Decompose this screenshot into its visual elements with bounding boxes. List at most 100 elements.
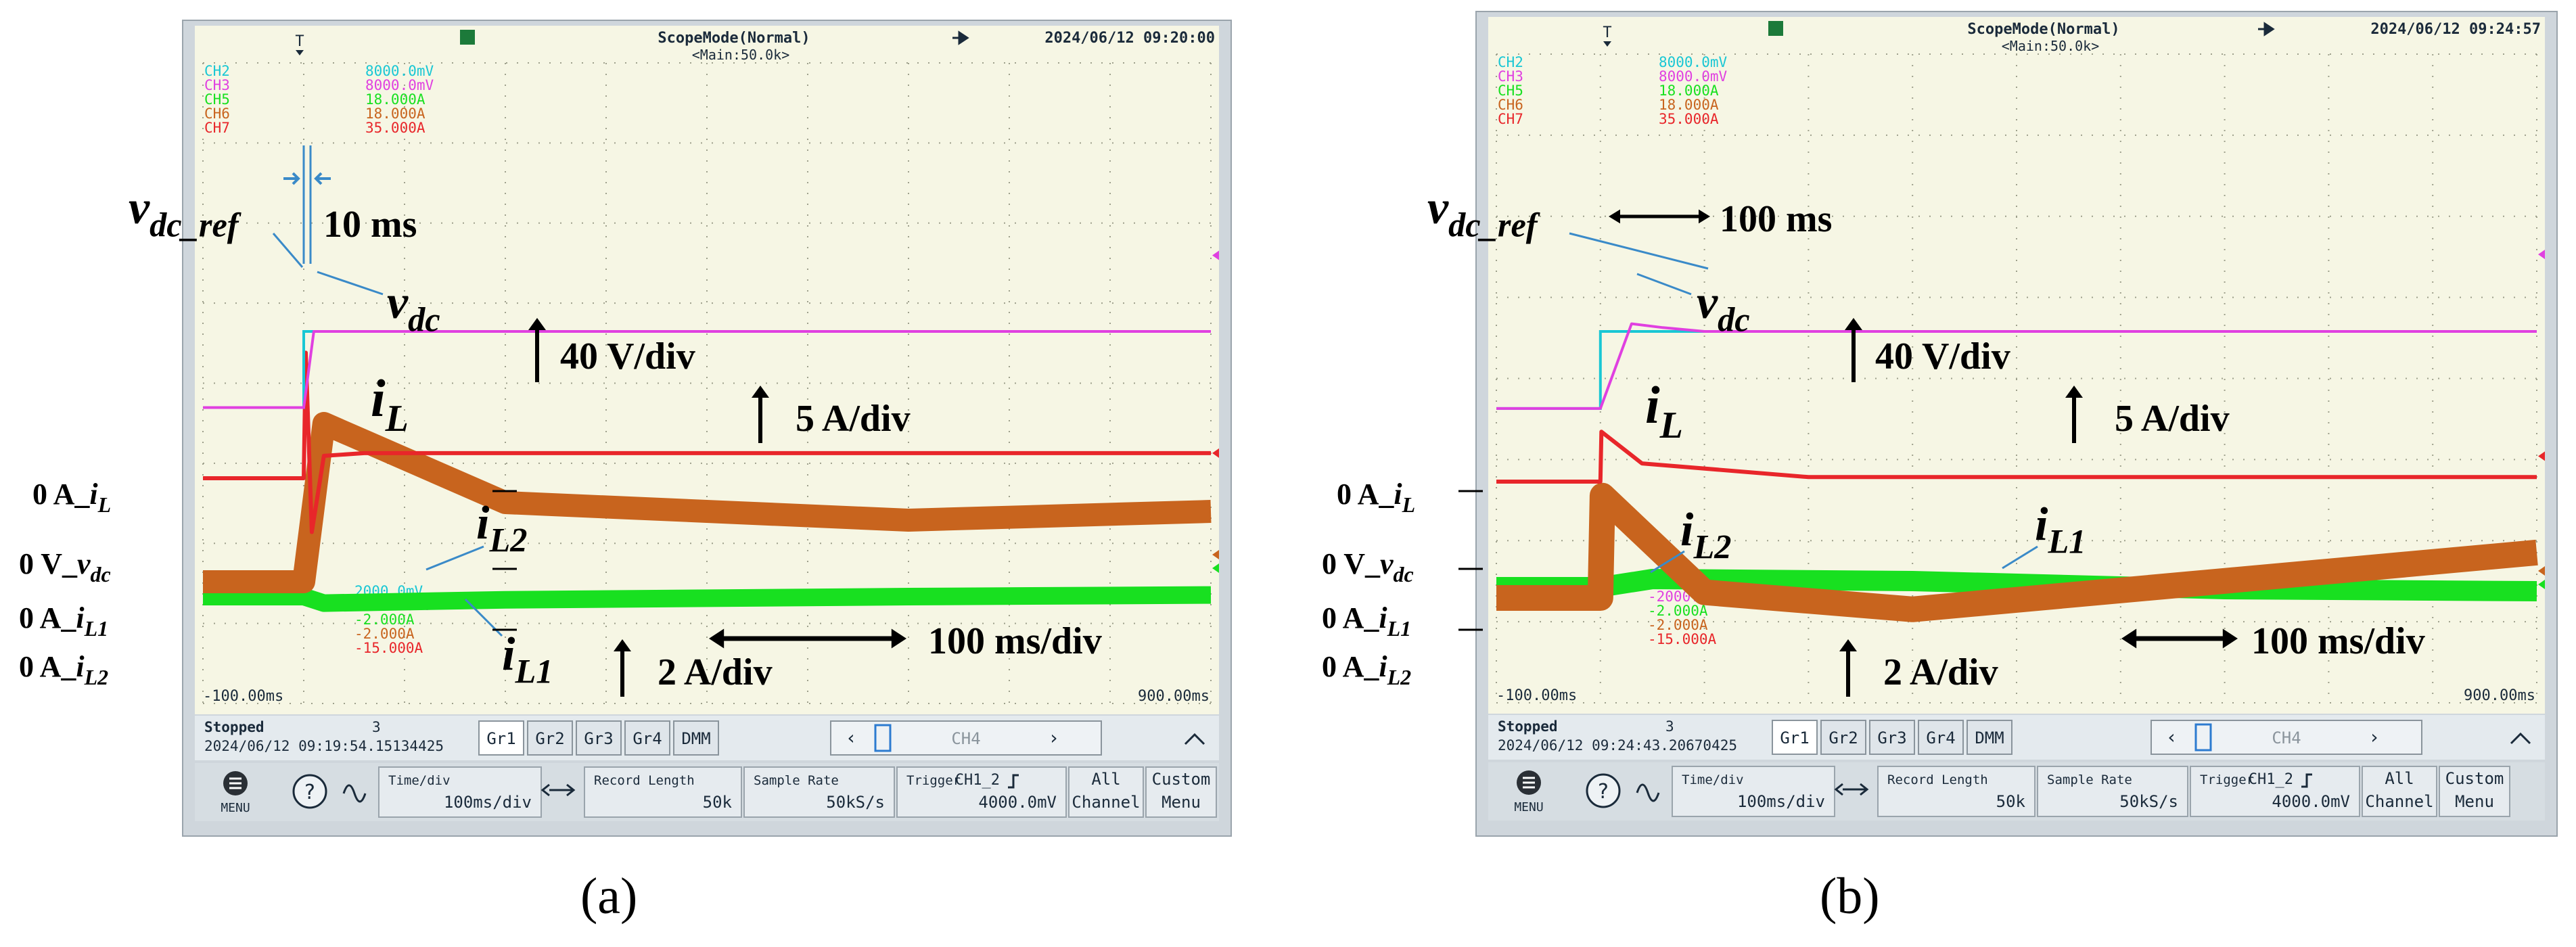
trigger-position-marker: T [1603,24,1612,47]
trigger-button[interactable] [896,766,1067,818]
channel-legend-name: CH3 [204,77,230,93]
time-div-button[interactable] [378,766,542,818]
group-tab-label[interactable]: Gr3 [584,729,613,748]
custom-menu-button[interactable] [2439,766,2510,817]
waveform-icon[interactable] [1636,783,1660,802]
trace-vdc [203,330,1211,409]
custom-menu-value[interactable]: Menu [2455,792,2494,811]
label-iL: iL [1645,375,1683,446]
group-tab-label[interactable]: Gr2 [535,729,564,748]
chevron-up-icon[interactable] [2510,732,2531,745]
sample-rate-button[interactable] [743,766,895,818]
all-channel-value[interactable]: Channel [1072,793,1140,812]
all-channel-button[interactable] [2362,766,2437,817]
channel-offset-value: -15.000A [1648,631,1717,647]
group-tab-gr3[interactable] [1869,720,1915,755]
subfigure-label-b: (b) [1820,868,1880,925]
arrow-100ms-div-right-head [891,628,906,649]
time-div-label[interactable]: Time/div [1682,772,1744,787]
record-length-value[interactable]: 50k [1996,792,2026,811]
chevron-up-icon[interactable] [1184,733,1205,745]
group-tab-label[interactable]: DMM [1975,729,2004,747]
record-length-label[interactable]: Record Length [1887,772,1988,787]
time-div-value[interactable]: 100ms/div [1737,792,1825,811]
chevron-left-icon[interactable]: ‹ [847,726,854,749]
channel-level-marker [2538,451,2545,461]
all-channel-button[interactable] [1068,766,1144,818]
sample-rate-label[interactable]: Sample Rate [754,773,839,788]
trigger-position-marker: T [295,33,304,55]
group-tab-gr4[interactable] [1918,720,1964,755]
trigger-source[interactable]: CH1_2 [955,772,1000,789]
channel-legend-scale: 18.000A [1659,97,1719,113]
group-tab-label[interactable]: Gr4 [632,729,662,748]
trigger-button[interactable] [2190,766,2360,817]
custom-menu-label[interactable]: Custom [2445,769,2504,788]
label-iL1-base: i [502,628,515,680]
sample-rate-value[interactable]: 50kS/s [2119,792,2178,811]
zero-label-iL2-prefix: 0 A_ [19,650,76,683]
channel-level-marker [1212,550,1219,559]
record-length-value[interactable]: 50k [703,793,733,812]
help-button[interactable] [1586,773,1621,808]
chevron-left-icon[interactable]: ‹ [2167,726,2175,748]
group-tab-label[interactable]: Gr1 [1780,729,1809,747]
time-div-label[interactable]: Time/div [388,773,451,788]
group-tab-dmm[interactable] [673,720,719,756]
group-tab-gr2[interactable] [1820,720,1866,755]
arrow-40v-div-head [1845,318,1862,330]
time-axis-end: 900.00ms [2464,687,2535,704]
label-i-scale: 2 A/div [1883,651,1998,693]
help-icon[interactable]: ? [304,781,315,804]
zero-label-iL1-prefix: 0 A_ [19,601,76,634]
sample-rate-label[interactable]: Sample Rate [2047,772,2132,787]
group-tab-label[interactable]: Gr4 [1926,729,1955,747]
custom-menu-value[interactable]: Menu [1162,793,1201,812]
group-tab-label[interactable]: DMM [681,729,710,748]
waveform-icon[interactable] [342,784,367,803]
group-tab-gr2[interactable] [527,720,573,756]
horizontal-position-icon[interactable] [1834,783,1869,796]
zero-label-iL-var: i [1394,478,1402,511]
help-icon[interactable]: ? [1598,780,1609,804]
time-div-button[interactable] [1672,766,1835,817]
group-tab-gr1[interactable] [478,720,524,756]
chevron-right-icon[interactable]: › [1050,726,1057,749]
header-datetime: 2024/06/12 09:24:57 [2370,21,2541,38]
all-channel-label[interactable]: All [2385,769,2414,788]
all-channel-label[interactable]: All [1091,770,1120,789]
group-tab-gr4[interactable] [624,720,670,756]
zero-label-vdc-prefix: 0 V_ [1322,547,1381,580]
zero-label-iL: 0 A_iL [32,478,111,517]
trigger-source[interactable]: CH1_2 [2249,771,2293,788]
trigger-label[interactable]: Trigger [2200,772,2254,787]
all-channel-value[interactable]: Channel [2365,792,2433,811]
label-vdc-subscript: dc [1718,301,1750,339]
trigger-value[interactable]: 4000.0mV [2272,792,2350,811]
zero-label-iL1-var: i [1379,601,1387,634]
time-div-value[interactable]: 100ms/div [444,793,532,812]
custom-menu-button[interactable] [1145,766,1217,818]
group-tab-label[interactable]: Gr1 [486,729,515,748]
group-tab-dmm[interactable] [1967,720,2013,755]
menu-button-label[interactable]: MENU [1514,800,1543,814]
group-tab-label[interactable]: Gr3 [1877,729,1906,747]
chevron-right-icon[interactable]: › [2370,726,2378,748]
record-length-button[interactable] [1877,766,2036,817]
record-length-button[interactable] [584,766,742,818]
sample-rate-value[interactable]: 50kS/s [826,793,885,812]
horizontal-position-icon[interactable] [540,783,576,797]
channel-level-marker [2538,580,2545,589]
group-tab-gr1[interactable] [1772,720,1818,755]
trigger-value[interactable]: 4000.0mV [978,793,1057,812]
zero-label-iL1-subscript: L1 [84,616,109,641]
record-length-label[interactable]: Record Length [594,773,695,788]
group-tab-label[interactable]: Gr2 [1828,729,1858,747]
trigger-label[interactable]: Trigger [906,773,961,788]
custom-menu-label[interactable]: Custom [1152,770,1211,789]
group-tab-gr3[interactable] [576,720,622,756]
menu-button-label[interactable]: MENU [221,801,250,815]
sample-rate-button[interactable] [2037,766,2188,817]
help-button[interactable] [292,774,327,809]
